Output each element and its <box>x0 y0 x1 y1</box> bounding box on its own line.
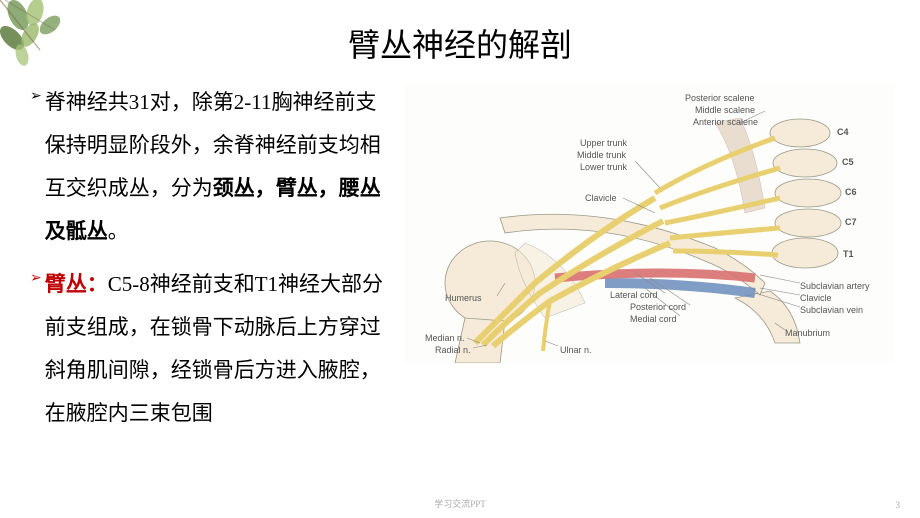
label-humerus: Humerus <box>445 293 482 303</box>
bullet-item: ➢ 脊神经共31对，除第2-11胸神经前支保持明显阶段外，余脊神经前支均相互交织… <box>30 81 385 253</box>
label-subclavian-artery: Subclavian artery <box>800 281 870 291</box>
label-c5: C5 <box>842 157 854 167</box>
label-manubrium: Manubrium <box>785 328 830 338</box>
label-posterior-cord: Posterior cord <box>630 302 686 312</box>
label-c4: C4 <box>837 127 849 137</box>
label-lateral-cord: Lateral cord <box>610 290 658 300</box>
image-column: Posterior scalene Middle scalene Anterio… <box>395 81 895 445</box>
label-posterior-scalene: Posterior scalene <box>685 93 755 103</box>
leaf-decoration <box>0 0 90 90</box>
label-radial-n: Radial n. <box>435 345 471 355</box>
label-middle-trunk: Middle trunk <box>577 150 626 160</box>
label-middle-scalene: Middle scalene <box>695 105 755 115</box>
text-segment-red-bold: 臂丛： <box>45 272 108 296</box>
label-ulnar-n: Ulnar n. <box>560 345 592 355</box>
label-c6: C6 <box>845 187 857 197</box>
label-clavicle-1: Clavicle <box>585 193 617 203</box>
label-anterior-scalene: Anterior scalene <box>693 117 758 127</box>
bullet-item: ➢ 臂丛：C5-8神经前支和T1神经大部分前支组成，在锁骨下动脉后上方穿过斜角肌… <box>30 263 385 435</box>
label-upper-trunk: Upper trunk <box>580 138 627 148</box>
label-t1: T1 <box>843 249 854 259</box>
label-subclavian-vein: Subclavian vein <box>800 305 863 315</box>
bullet-text: 脊神经共31对，除第2-11胸神经前支保持明显阶段外，余脊神经前支均相互交织成丛… <box>45 81 385 253</box>
content-area: ➢ 脊神经共31对，除第2-11胸神经前支保持明显阶段外，余脊神经前支均相互交织… <box>0 81 920 445</box>
vertebrae-group <box>770 119 841 268</box>
page-number: 3 <box>896 500 901 510</box>
scalene-muscle <box>715 118 765 213</box>
footer-text: 学习交流PPT <box>0 497 920 510</box>
nerve-c8 <box>670 228 780 238</box>
label-medial-cord: Medial cord <box>630 314 677 324</box>
text-segment: 。 <box>108 219 129 243</box>
label-median-n: Median n. <box>425 333 465 343</box>
anatomy-diagram: Posterior scalene Middle scalene Anterio… <box>405 83 895 363</box>
text-column: ➢ 脊神经共31对，除第2-11胸神经前支保持明显阶段外，余脊神经前支均相互交织… <box>15 81 395 445</box>
label-c7: C7 <box>845 217 857 227</box>
subclavian-artery <box>555 273 755 278</box>
label-lower-trunk: Lower trunk <box>580 162 627 172</box>
label-clavicle-2: Clavicle <box>800 293 832 303</box>
bullet-text: 臂丛：C5-8神经前支和T1神经大部分前支组成，在锁骨下动脉后上方穿过斜角肌间隙… <box>45 263 385 435</box>
bullet-marker-icon: ➢ <box>30 263 42 287</box>
page-title: 臂丛神经的解剖 <box>0 0 920 81</box>
